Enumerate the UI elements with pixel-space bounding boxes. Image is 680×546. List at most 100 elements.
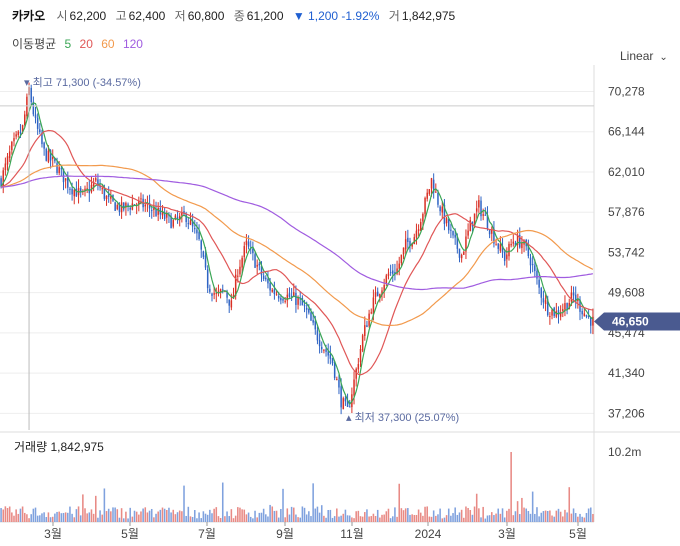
- volume-bar: [503, 517, 506, 522]
- volume-bar: [280, 508, 282, 522]
- ma20-legend[interactable]: 20: [79, 37, 93, 51]
- candle-body: [331, 358, 334, 364]
- last-price-label: 46,650: [612, 314, 649, 328]
- volume-bar: [196, 518, 198, 522]
- y-tick-label: 57,876: [608, 205, 645, 219]
- ma60-legend[interactable]: 60: [101, 37, 115, 51]
- volume-bar: [277, 517, 280, 522]
- candle-body: [239, 266, 241, 275]
- candle-body: [127, 204, 129, 207]
- candle-body: [23, 114, 26, 126]
- volume-bar: [394, 507, 396, 522]
- candle-body: [204, 255, 207, 268]
- scale-selector[interactable]: Linear ⌄: [620, 49, 668, 63]
- volume-bar: [419, 512, 422, 522]
- volume-bar: [323, 515, 325, 522]
- candle-body: [293, 292, 295, 297]
- volume-bar: [269, 504, 271, 522]
- volume-bar: [402, 510, 405, 522]
- candle-body: [557, 309, 560, 315]
- volume-bar: [430, 516, 433, 522]
- volume-bar: [252, 518, 254, 522]
- volume-bar: [105, 511, 108, 522]
- volume-bar: [101, 514, 104, 522]
- candle-body: [67, 176, 69, 188]
- candle-body: [348, 406, 351, 408]
- volume-bar: [120, 508, 123, 522]
- volume-bar: [510, 452, 512, 522]
- candle-body: [79, 188, 82, 192]
- candle-body: [148, 203, 151, 209]
- volume-bar: [172, 509, 175, 522]
- volume-bar: [555, 510, 558, 522]
- volume-bar: [592, 513, 594, 522]
- volume-bar: [170, 512, 172, 522]
- x-tick-label: 7월: [198, 527, 216, 541]
- candle-body: [118, 204, 121, 212]
- volume-bar: [54, 513, 56, 522]
- candle-body: [435, 191, 437, 193]
- candle-body: [426, 192, 428, 199]
- volume-bar: [454, 507, 456, 522]
- volume-bar: [426, 506, 428, 522]
- volume-bar: [422, 515, 424, 522]
- volume-bar: [26, 514, 28, 522]
- candle-body: [357, 364, 360, 370]
- candle-body: [269, 283, 271, 291]
- candle-body: [243, 246, 246, 258]
- ma5-legend[interactable]: 5: [64, 37, 72, 51]
- open-value: 62,200: [69, 9, 107, 23]
- candle-body: [49, 150, 52, 161]
- volume-bar: [239, 507, 241, 522]
- volume-bar: [43, 512, 45, 522]
- candle-body: [467, 230, 469, 236]
- x-tick-label: 5월: [121, 527, 139, 541]
- volume-bar: [546, 511, 549, 522]
- candle-body: [191, 220, 194, 227]
- candle-body: [305, 307, 308, 310]
- volume-bar: [398, 483, 401, 522]
- candle-body: [215, 292, 218, 294]
- volume-bar: [460, 509, 463, 522]
- volume-bar: [521, 497, 523, 522]
- candle-body: [153, 207, 155, 211]
- volume-bar: [36, 515, 39, 522]
- volume-bar: [183, 485, 185, 522]
- volume-bar: [258, 512, 261, 522]
- volume-bar: [361, 516, 364, 522]
- candle-body: [529, 257, 532, 266]
- candle-body: [396, 268, 398, 274]
- volume-bar: [357, 510, 360, 522]
- candle-body: [585, 315, 588, 317]
- candle-body: [482, 214, 484, 216]
- volume-bar: [478, 508, 480, 522]
- candle-body: [590, 317, 592, 326]
- volume-bar: [94, 495, 97, 522]
- volume-bar: [527, 511, 530, 522]
- volume-bar: [368, 516, 370, 522]
- candle-body: [163, 212, 166, 219]
- volume-bar: [544, 510, 547, 522]
- candle-body: [389, 272, 392, 274]
- volume-bar: [583, 517, 586, 522]
- volume-bar: [376, 509, 379, 522]
- volume-bar: [21, 506, 24, 522]
- candle-body: [140, 198, 142, 200]
- candle-body: [51, 157, 54, 159]
- ma120-legend[interactable]: 120: [122, 37, 143, 51]
- candle-body: [413, 237, 416, 245]
- candle-body: [32, 101, 35, 115]
- candle-body: [527, 245, 530, 257]
- candle-body: [11, 141, 13, 151]
- volume-bar: [480, 517, 482, 522]
- candle-body: [15, 134, 17, 137]
- volume-bar: [204, 513, 207, 522]
- annotations: ▾ 최고 71,300 (-34.57%) ▴ 최저 37,300 (25.07%…: [0, 76, 680, 430]
- volume-bar: [465, 506, 467, 522]
- volume-bar: [557, 508, 560, 522]
- candle-body: [241, 257, 243, 268]
- candle-body: [411, 243, 413, 247]
- volume-bar: [290, 506, 293, 522]
- volume-bar: [508, 508, 510, 522]
